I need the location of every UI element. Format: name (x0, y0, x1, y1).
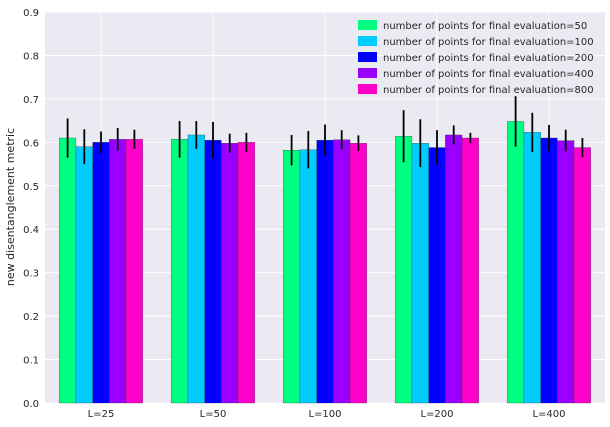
bar-l25-series-3 (92, 142, 110, 404)
x-tick-label: L=400 (532, 409, 565, 420)
y-axis-title: new disentanglement metric (4, 128, 17, 286)
bar-l400-series-1 (507, 121, 525, 404)
bar-l100-series-2 (299, 149, 317, 404)
legend-swatch (358, 52, 377, 62)
legend-swatch (358, 68, 377, 78)
bar-l100-series-4 (333, 139, 351, 404)
bar-l200-series-3 (428, 147, 446, 404)
bar-l50-series-4 (221, 143, 239, 404)
bar-l400-series-4 (557, 140, 575, 404)
y-tick-label: 0.2 (23, 312, 39, 323)
legend-label: number of points for final evaluation=50 (383, 21, 587, 32)
bar-l400-series-3 (540, 137, 558, 404)
x-tick-label: L=200 (420, 409, 453, 420)
bar-l100-series-3 (316, 140, 334, 404)
y-tick-label: 0.6 (23, 138, 39, 149)
legend-label: number of points for final evaluation=80… (383, 85, 594, 96)
bar-l50-series-5 (237, 142, 255, 404)
x-axis-ticks: L=25 L=50 L=100 L=200 L=400 (88, 409, 566, 420)
x-tick-label: L=25 (88, 409, 115, 420)
bar-l25-series-1 (59, 137, 77, 404)
y-tick-label: 0.3 (23, 269, 39, 280)
bar-l200-series-5 (461, 137, 479, 404)
y-tick-label: 0.0 (23, 399, 39, 410)
bar-l400-series-5 (573, 147, 591, 404)
bars-layer (59, 121, 591, 404)
bar-l100-series-1 (283, 150, 301, 404)
bar-l50-series-1 (171, 139, 189, 404)
y-axis-ticks: 0.0 0.1 0.2 0.3 0.4 0.5 0.6 0.7 0.8 0.9 (23, 8, 39, 410)
legend-label: number of points for final evaluation=20… (383, 53, 594, 64)
legend-label: number of points for final evaluation=10… (383, 37, 594, 48)
x-tick-label: L=100 (308, 409, 341, 420)
bar-l200-series-4 (445, 134, 463, 404)
x-tick-label: L=50 (200, 409, 227, 420)
y-tick-label: 0.7 (23, 95, 39, 106)
bar-l200-series-2 (411, 143, 429, 404)
bar-l100-series-5 (349, 143, 367, 404)
legend-swatch (358, 36, 377, 46)
y-tick-label: 0.9 (23, 8, 39, 19)
y-tick-label: 0.8 (23, 51, 39, 62)
bar-l50-series-3 (204, 140, 222, 404)
bar-l25-series-4 (109, 139, 127, 404)
y-tick-label: 0.4 (23, 225, 39, 236)
error-bars-layer (66, 96, 584, 169)
y-tick-label: 0.1 (23, 356, 39, 367)
legend: number of points for final evaluation=50… (358, 20, 594, 96)
y-tick-label: 0.5 (23, 182, 39, 193)
bar-l400-series-2 (523, 132, 541, 404)
bar-l25-series-5 (125, 139, 143, 404)
bar-l50-series-2 (187, 134, 205, 404)
legend-swatch (358, 20, 377, 30)
legend-swatch (358, 84, 377, 94)
legend-label: number of points for final evaluation=40… (383, 69, 594, 80)
bar-l200-series-1 (395, 136, 413, 404)
bar-l25-series-2 (75, 146, 93, 404)
